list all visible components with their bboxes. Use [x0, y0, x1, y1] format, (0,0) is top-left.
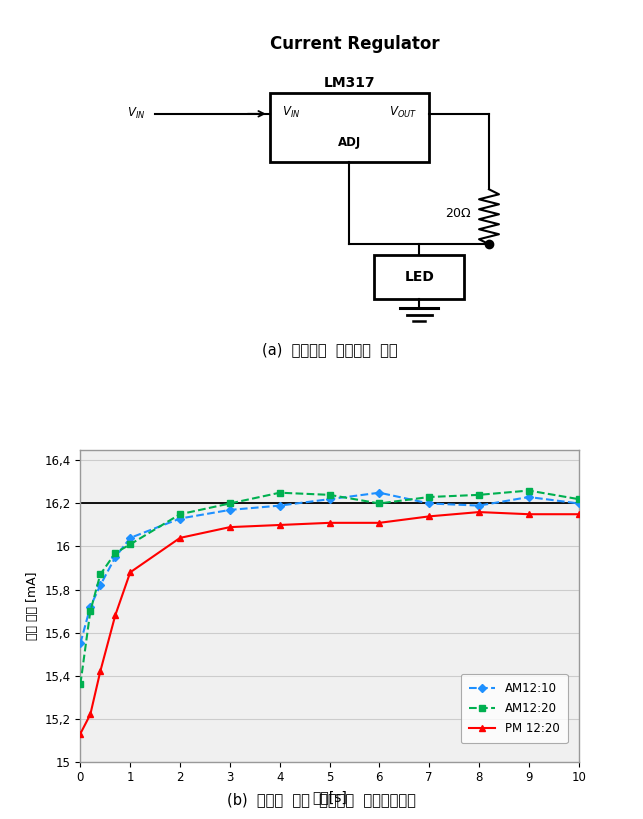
- Text: (a)  발광소자  전원공급  회로: (a) 발광소자 전원공급 회로: [262, 342, 397, 357]
- AM12:10: [126, 533, 134, 543]
- PM 12:20: [226, 523, 234, 532]
- PM 12:20: [77, 729, 84, 739]
- AM12:20: [575, 494, 583, 504]
- AM12:10: [86, 602, 94, 612]
- Line: AM12:10: AM12:10: [78, 490, 581, 646]
- AM12:10: [426, 499, 433, 509]
- AM12:20: [176, 509, 184, 519]
- AM12:10: [276, 500, 284, 510]
- AM12:10: [226, 505, 234, 515]
- PM 12:20: [176, 533, 184, 543]
- X-axis label: 시간[s]: 시간[s]: [312, 790, 347, 804]
- PM 12:20: [525, 509, 533, 519]
- AM12:20: [276, 488, 284, 498]
- AM12:10: [326, 494, 334, 504]
- Text: LM317: LM317: [323, 76, 376, 90]
- Text: LED: LED: [404, 269, 434, 284]
- AM12:10: [77, 639, 84, 649]
- PM 12:20: [111, 610, 119, 620]
- AM12:20: [525, 486, 533, 495]
- AM12:20: [226, 499, 234, 509]
- Text: $V_{IN}$: $V_{IN}$: [127, 106, 145, 121]
- AM12:20: [376, 499, 383, 509]
- PM 12:20: [96, 667, 104, 676]
- Text: $V_{IN}$: $V_{IN}$: [282, 105, 301, 120]
- AM12:10: [96, 581, 104, 590]
- AM12:20: [426, 492, 433, 502]
- Line: PM 12:20: PM 12:20: [78, 509, 581, 736]
- Text: $V_{OUT}$: $V_{OUT}$: [388, 105, 417, 120]
- PM 12:20: [126, 568, 134, 577]
- PM 12:20: [276, 520, 284, 530]
- Text: ADJ: ADJ: [338, 137, 361, 150]
- Text: (b)  시간에  따른  발광소자  측정전류세기: (b) 시간에 따른 발광소자 측정전류세기: [227, 792, 416, 807]
- Line: AM12:20: AM12:20: [78, 488, 581, 687]
- AM12:10: [176, 514, 184, 523]
- PM 12:20: [426, 511, 433, 521]
- PM 12:20: [86, 709, 94, 719]
- AM12:20: [126, 540, 134, 550]
- Y-axis label: 측정 전류 [mA]: 측정 전류 [mA]: [26, 572, 39, 640]
- AM12:10: [525, 492, 533, 502]
- AM12:10: [575, 499, 583, 509]
- AM12:20: [96, 569, 104, 579]
- Bar: [270, 93, 430, 162]
- AM12:10: [111, 552, 119, 562]
- AM12:20: [111, 548, 119, 558]
- Legend: AM12:10, AM12:20, PM 12:20: AM12:10, AM12:20, PM 12:20: [461, 673, 568, 744]
- PM 12:20: [376, 518, 383, 527]
- AM12:10: [475, 500, 483, 510]
- Bar: [374, 255, 464, 299]
- AM12:20: [326, 490, 334, 500]
- AM12:20: [475, 490, 483, 500]
- PM 12:20: [575, 509, 583, 519]
- PM 12:20: [475, 507, 483, 517]
- PM 12:20: [326, 518, 334, 527]
- Text: Current Regulator: Current Regulator: [269, 35, 439, 53]
- AM12:10: [376, 488, 383, 498]
- Text: $20\Omega$: $20\Omega$: [444, 207, 471, 219]
- AM12:20: [86, 606, 94, 616]
- AM12:20: [77, 679, 84, 689]
